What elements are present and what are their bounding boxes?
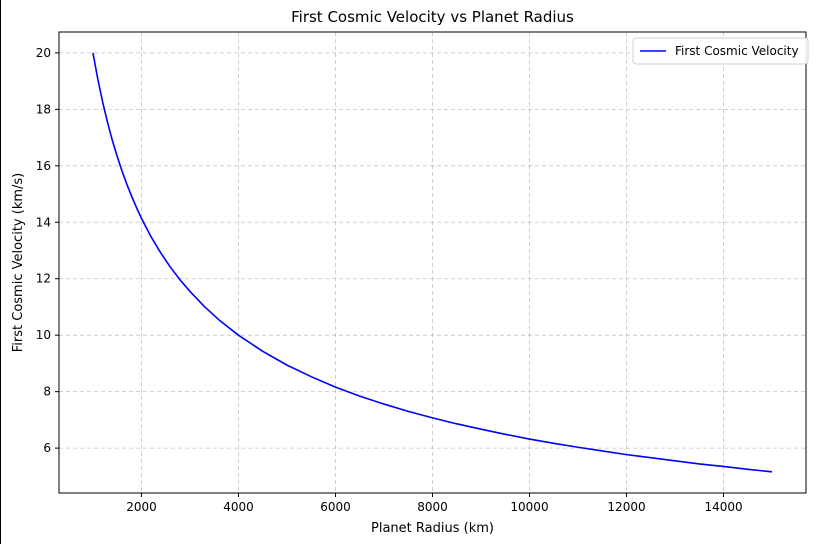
y-axis-label: First Cosmic Velocity (km/s) [11, 173, 26, 352]
legend: First Cosmic Velocity [632, 37, 809, 65]
chart-title: First Cosmic Velocity vs Planet Radius [291, 8, 574, 26]
y-tick-label: 20 [36, 46, 51, 60]
y-axis-ticks: 6 8 10 12 14 16 18 20 [36, 46, 59, 455]
x-tick-label: 14000 [704, 500, 742, 514]
series-lines [92, 52, 773, 473]
x-axis-label: Planet Radius (km) [371, 521, 494, 536]
series-line [92, 52, 773, 473]
y-tick-label: 6 [43, 441, 51, 455]
y-tick-label: 14 [36, 215, 51, 229]
x-axis-ticks: 2000 4000 6000 8000 10000 12000 14000 [126, 493, 743, 514]
x-tick-label: 6000 [320, 500, 351, 514]
plot-area-frame [58, 31, 807, 494]
figure-left-border [0, 0, 1, 544]
y-tick-label: 12 [36, 272, 51, 286]
x-tick-label: 2000 [126, 500, 157, 514]
legend-box [632, 37, 809, 65]
grid-lines [59, 32, 806, 493]
x-tick-label: 12000 [607, 500, 645, 514]
y-tick-label: 18 [36, 102, 51, 116]
x-tick-label: 10000 [510, 500, 548, 514]
x-tick-label: 4000 [223, 500, 254, 514]
y-tick-label: 8 [43, 385, 51, 399]
y-tick-label: 16 [36, 159, 51, 173]
legend-label: First Cosmic Velocity [675, 44, 799, 58]
y-tick-label: 10 [36, 328, 51, 342]
x-tick-label: 8000 [417, 500, 448, 514]
